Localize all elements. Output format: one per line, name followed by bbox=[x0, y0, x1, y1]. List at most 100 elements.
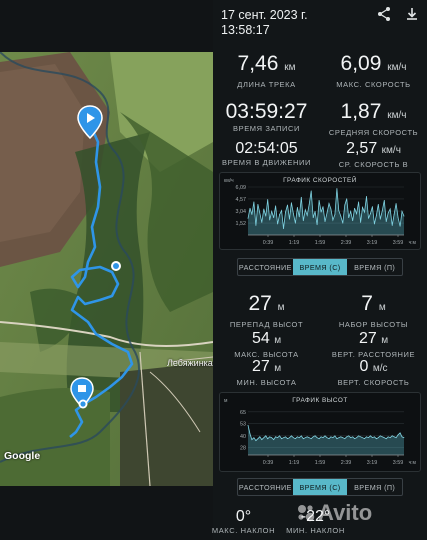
min-slope-label: МИН. НАКЛОН bbox=[286, 526, 345, 535]
chart-point bbox=[362, 207, 363, 208]
altitude-chart-tabs[interactable]: РАССТОЯНИЕ ВРЕМЯ (С) ВРЕМЯ (П) bbox=[237, 478, 403, 496]
track-length-value: 7,46 bbox=[237, 52, 279, 75]
altitude-chart-card[interactable]: ГРАФИК ВЫСОТ м 65 53 40 28 0:39 1:19 1:59 2:39 3:1… bbox=[219, 392, 421, 472]
chart-y-tick-label: 53 bbox=[240, 421, 246, 427]
chart-point bbox=[304, 209, 306, 211]
chart-x-tick-label: 3:59 bbox=[393, 460, 404, 466]
chart-point bbox=[389, 208, 391, 210]
tab-distance[interactable]: РАССТОЯНИЕ bbox=[238, 262, 292, 272]
chart-point bbox=[293, 437, 294, 439]
speed-chart-tabs[interactable]: РАССТОЯНИЕ ВРЕМЯ (С) ВРЕМЯ (П) bbox=[237, 258, 403, 276]
chart-y-tick-label: 6,09 bbox=[236, 185, 247, 191]
max-speed-unit: км/ч bbox=[387, 62, 407, 73]
track-length-label: ДЛИНА ТРЕКА bbox=[237, 80, 296, 89]
chart-point bbox=[310, 438, 312, 440]
max-slope-label: МАКС. НАКЛОН bbox=[211, 526, 276, 535]
share-icon[interactable] bbox=[376, 6, 392, 22]
chart-point bbox=[283, 437, 284, 439]
chart-title: ГРАФИК ВЫСОТ bbox=[292, 397, 348, 404]
gps-track[interactable] bbox=[69, 123, 134, 438]
chart-point bbox=[273, 217, 275, 219]
chart-point bbox=[393, 436, 395, 438]
chart-point bbox=[362, 437, 363, 439]
chart-point bbox=[259, 212, 261, 214]
chart-point bbox=[395, 203, 397, 204]
start-marker[interactable] bbox=[77, 105, 103, 140]
chart-point bbox=[326, 212, 328, 214]
chart-point bbox=[368, 437, 369, 439]
chart-point bbox=[330, 208, 332, 210]
chart-point bbox=[322, 206, 324, 207]
chart-point bbox=[293, 213, 294, 215]
chart-point bbox=[391, 225, 393, 226]
chart-point bbox=[381, 210, 383, 211]
chart-x-tick-label: 0:39 bbox=[263, 460, 274, 466]
chart-point bbox=[381, 436, 383, 438]
vertical-speed-label: ВЕРТ. СКОРОСТЬ bbox=[337, 378, 410, 387]
track-map[interactable] bbox=[0, 52, 213, 486]
chart-point bbox=[395, 437, 397, 439]
chart-point bbox=[291, 435, 292, 437]
min-altitude-label: МИН. ВЫСОТА bbox=[236, 378, 297, 387]
chart-y-tick-label: 65 bbox=[240, 410, 246, 416]
elevation-diff-label: ПЕРЕПАД ВЫСОТ bbox=[229, 320, 304, 329]
chart-y-tick-label: 40 bbox=[240, 434, 246, 440]
chart-point bbox=[249, 207, 251, 209]
chart-point bbox=[358, 201, 359, 203]
chart-point bbox=[281, 210, 282, 211]
chart-point bbox=[370, 435, 371, 437]
map-canvas[interactable] bbox=[0, 52, 213, 486]
chart-point bbox=[340, 215, 342, 217]
chart-point bbox=[279, 435, 280, 437]
chart-point bbox=[401, 436, 403, 438]
speed-chart[interactable]: ГРАФИК СКОРОСТЕЙ км/ч6,09 4,57 3,04 1,52 0:39… bbox=[220, 173, 420, 249]
chart-point bbox=[314, 435, 316, 437]
chart-point bbox=[257, 438, 259, 440]
chart-point bbox=[360, 436, 361, 438]
chart-point bbox=[314, 211, 316, 212]
chart-x-unit: ч:м bbox=[409, 240, 417, 246]
max-altitude-label: МАКС. ВЫСОТА bbox=[234, 350, 299, 359]
chart-point bbox=[403, 437, 405, 439]
chart-point bbox=[267, 438, 269, 440]
chart-point bbox=[285, 211, 286, 213]
chart-point bbox=[383, 199, 385, 201]
tab-time-elapsed[interactable]: ВРЕМЯ (С) bbox=[292, 259, 348, 275]
chart-point bbox=[297, 207, 298, 208]
chart-point bbox=[356, 437, 357, 439]
chart-point bbox=[379, 218, 381, 220]
chart-x-tick-label: 1:19 bbox=[289, 460, 300, 466]
max-altitude-value: 54 bbox=[251, 330, 270, 347]
chart-point bbox=[377, 437, 379, 439]
chart-x-tick-label: 3:19 bbox=[367, 240, 378, 246]
chart-point bbox=[275, 205, 276, 207]
chart-point bbox=[336, 438, 338, 440]
chart-point bbox=[289, 218, 290, 220]
chart-point bbox=[261, 222, 263, 223]
chart-point bbox=[356, 213, 357, 215]
altitude-chart[interactable]: ГРАФИК ВЫСОТ м 65 53 40 28 0:39 1:19 1:59 2:39 3:1… bbox=[220, 393, 420, 471]
chart-point bbox=[397, 434, 399, 436]
chart-point bbox=[318, 438, 320, 440]
tab-time-elapsed[interactable]: ВРЕМЯ (С) bbox=[292, 479, 348, 495]
chart-y-tick-label: 4,57 bbox=[236, 197, 247, 203]
avg-speed-unit: км/ч bbox=[387, 110, 407, 121]
google-logo: Google bbox=[4, 450, 41, 462]
chart-point bbox=[298, 216, 300, 218]
tab-distance[interactable]: РАССТОЯНИЕ bbox=[238, 482, 292, 492]
tab-time-moving[interactable]: ВРЕМЯ (П) bbox=[354, 262, 396, 272]
speed-chart-card[interactable]: ГРАФИК СКОРОСТЕЙ км/ч 6,09 4,57 3,04 1,52 0:39… bbox=[219, 172, 421, 250]
chart-point bbox=[285, 436, 286, 438]
moving-time-label: ВРЕМЯ В ДВИЖЕНИИ bbox=[221, 158, 312, 167]
chart-point bbox=[320, 436, 322, 438]
avg-moving-speed-value: 2,57 bbox=[346, 140, 378, 157]
chart-point bbox=[334, 435, 336, 437]
download-icon[interactable] bbox=[404, 6, 420, 22]
tab-time-moving[interactable]: ВРЕМЯ (П) bbox=[354, 482, 396, 492]
chart-point bbox=[352, 220, 354, 222]
elevation-gain-value: 7 bbox=[361, 292, 373, 315]
chart-point bbox=[376, 214, 377, 216]
chart-point bbox=[385, 221, 387, 222]
chart-point bbox=[401, 211, 403, 212]
chart-point bbox=[379, 435, 381, 437]
